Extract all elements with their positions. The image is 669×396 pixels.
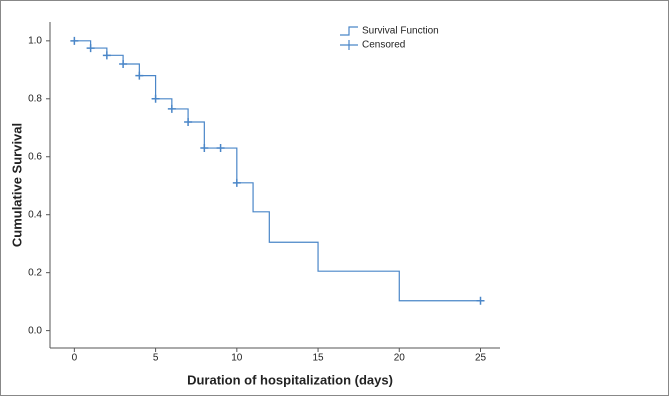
legend-label: Survival Function <box>362 26 439 37</box>
y-axis-title: Cumulative Survival <box>9 123 24 247</box>
x-axis-title: Duration of hospitalization (days) <box>187 372 393 387</box>
censored-mark <box>151 94 160 103</box>
x-tick-label: 20 <box>394 353 406 364</box>
x-tick-label: 15 <box>312 353 324 364</box>
censored-mark <box>476 296 485 305</box>
censored-mark <box>167 104 176 113</box>
censored-mark <box>119 60 128 69</box>
censored-mark <box>102 51 111 60</box>
x-tick-label: 10 <box>231 353 243 364</box>
legend-symbol <box>340 40 358 50</box>
censored-mark <box>232 178 241 187</box>
legend-label: Censored <box>362 40 405 51</box>
censored-mark <box>86 44 95 53</box>
y-tick-label: 0.6 <box>28 151 42 162</box>
x-tick-label: 5 <box>153 353 159 364</box>
y-tick-label: 1.0 <box>28 35 42 46</box>
censored-mark <box>70 36 79 45</box>
censored-mark <box>200 144 209 153</box>
y-tick-label: 0.4 <box>28 209 42 220</box>
survival-step <box>74 40 481 302</box>
y-tick-label: 0.0 <box>28 325 42 336</box>
x-tick-label: 25 <box>475 353 487 364</box>
censored-mark <box>216 144 225 153</box>
legend-symbol <box>340 26 358 36</box>
y-tick-label: 0.8 <box>28 93 42 104</box>
censored-mark <box>184 117 193 126</box>
censored-mark <box>135 71 144 80</box>
x-tick-label: 0 <box>72 353 78 364</box>
y-tick-label: 0.2 <box>28 267 42 278</box>
